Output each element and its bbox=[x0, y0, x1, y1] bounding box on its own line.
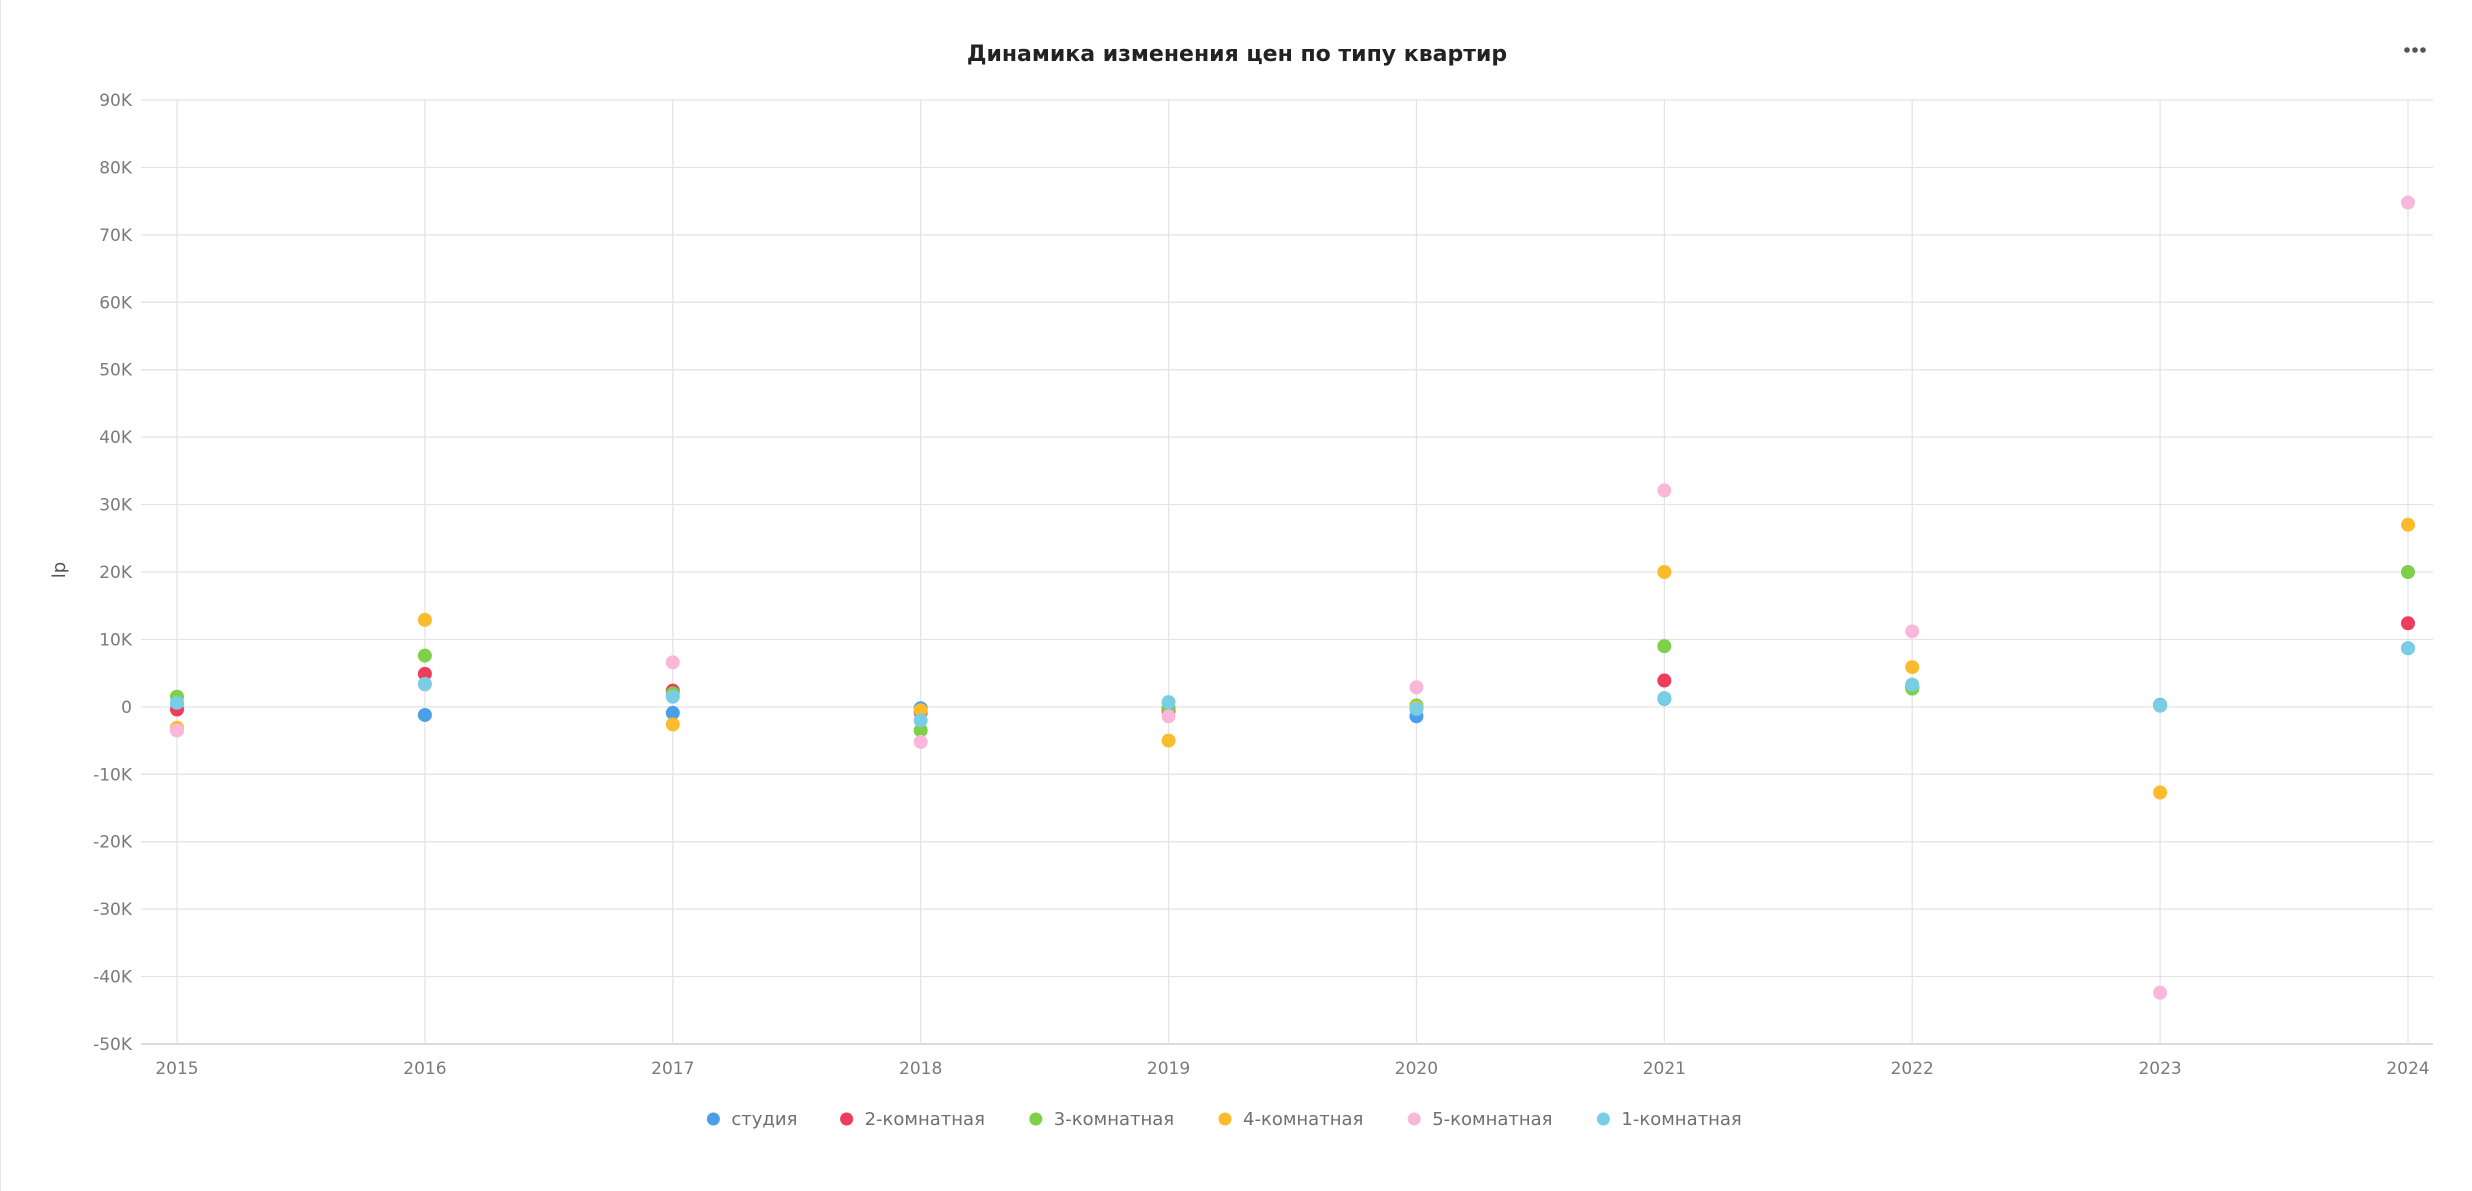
x-tick-label: 2019 bbox=[1147, 1059, 1190, 1079]
data-point[interactable] bbox=[1657, 673, 1672, 688]
legend-marker bbox=[1029, 1112, 1043, 1126]
legend-item[interactable]: 5-комнатная bbox=[1407, 1109, 1553, 1130]
legend-marker bbox=[706, 1112, 720, 1126]
x-axis: 2015 2016 2017 2018 2019 2020 2021 2022 2023 2024 bbox=[155, 1059, 2429, 1079]
chart-legend: студия 2-комнатная 3-комнатная 4-комнатная 5… bbox=[706, 1109, 1742, 1130]
legend-item[interactable]: студия bbox=[706, 1109, 798, 1130]
data-point[interactable] bbox=[1161, 709, 1176, 724]
data-point[interactable] bbox=[1657, 565, 1672, 579]
chart-title: Динамика изменения цен по типу квартир bbox=[967, 42, 1507, 67]
data-point[interactable] bbox=[170, 723, 184, 738]
legend-label: 3-комнатная bbox=[1054, 1109, 1174, 1130]
data-point[interactable] bbox=[913, 713, 928, 728]
data-point[interactable] bbox=[1905, 624, 1920, 639]
data-point[interactable] bbox=[1409, 680, 1424, 695]
series-2 bbox=[170, 616, 2415, 720]
x-tick-label: 2021 bbox=[1643, 1059, 1686, 1079]
y-tick-label: 80K bbox=[99, 158, 133, 178]
data-point[interactable] bbox=[2401, 517, 2415, 532]
x-tick-label: 2017 bbox=[651, 1059, 694, 1079]
data-point[interactable] bbox=[1657, 483, 1672, 498]
data-point[interactable] bbox=[417, 648, 432, 663]
y-tick-label: -30K bbox=[93, 900, 133, 920]
y-tick-label: 60K bbox=[99, 293, 133, 313]
legend-marker bbox=[1218, 1112, 1232, 1126]
data-point[interactable] bbox=[2401, 616, 2415, 631]
data-points bbox=[170, 195, 2415, 1000]
data-point[interactable] bbox=[2401, 641, 2415, 656]
data-point[interactable] bbox=[417, 666, 432, 681]
y-tick-label: 40K bbox=[99, 428, 133, 448]
data-point[interactable] bbox=[2153, 785, 2168, 800]
y-tick-label: -10K bbox=[93, 765, 133, 785]
legend-item[interactable]: 1-комнатная bbox=[1596, 1109, 1742, 1130]
chart-menu-button[interactable] bbox=[2399, 36, 2435, 64]
legend-item[interactable]: 4-комнатная bbox=[1218, 1109, 1364, 1130]
series-4 bbox=[170, 517, 2415, 800]
data-point[interactable] bbox=[1905, 677, 1920, 692]
y-tick-label: -20K bbox=[93, 833, 133, 853]
data-point[interactable] bbox=[2401, 565, 2415, 579]
legend-label: 4-комнатная bbox=[1243, 1109, 1363, 1130]
data-point[interactable] bbox=[665, 717, 680, 732]
data-point[interactable] bbox=[665, 655, 680, 670]
data-point[interactable] bbox=[170, 695, 184, 710]
data-point[interactable] bbox=[417, 707, 432, 722]
x-tick-label: 2020 bbox=[1395, 1059, 1438, 1079]
y-tick-label: 90K bbox=[99, 91, 133, 111]
data-point[interactable] bbox=[1657, 691, 1672, 706]
y-tick-label: -50K bbox=[93, 1035, 133, 1055]
legend-label: студия bbox=[731, 1109, 797, 1130]
data-point[interactable] bbox=[1905, 660, 1920, 675]
legend-marker bbox=[1596, 1112, 1610, 1126]
data-point[interactable] bbox=[665, 705, 680, 720]
x-tick-label: 2018 bbox=[899, 1059, 942, 1079]
legend-item[interactable]: 2-комнатная bbox=[840, 1109, 985, 1130]
y-tick-label: 50K bbox=[99, 361, 133, 381]
data-point[interactable] bbox=[2153, 698, 2168, 713]
data-point[interactable] bbox=[913, 723, 928, 738]
y-axis-title: lp bbox=[49, 562, 70, 578]
data-point[interactable] bbox=[1161, 695, 1176, 710]
series-6 bbox=[170, 641, 2415, 728]
x-tick-label: 2023 bbox=[2138, 1059, 2181, 1079]
legend-label: 2-комнатная bbox=[865, 1109, 985, 1130]
legend-label: 5-комнатная bbox=[1432, 1109, 1552, 1130]
data-point[interactable] bbox=[1409, 701, 1424, 716]
data-point[interactable] bbox=[417, 676, 432, 691]
data-point[interactable] bbox=[665, 689, 680, 704]
data-point[interactable] bbox=[1657, 639, 1672, 654]
data-point[interactable] bbox=[417, 612, 432, 627]
y-tick-label: 20K bbox=[99, 563, 133, 583]
legend-label: 1-комнатная bbox=[1621, 1109, 1741, 1130]
more-horizontal-icon bbox=[2404, 47, 2426, 53]
y-tick-label: -40K bbox=[93, 968, 133, 988]
x-tick-label: 2016 bbox=[403, 1059, 446, 1079]
legend-marker bbox=[1407, 1112, 1421, 1126]
series-1 bbox=[170, 641, 2415, 724]
y-tick-label: 30K bbox=[99, 496, 133, 516]
x-tick-label: 2015 bbox=[155, 1059, 198, 1079]
data-point[interactable] bbox=[913, 734, 928, 749]
series-3 bbox=[170, 565, 2415, 738]
data-point[interactable] bbox=[2401, 195, 2415, 210]
data-point[interactable] bbox=[2153, 985, 2168, 1000]
y-axis: -50K -40K -30K -20K -10K 0 10K 20K 30K 40K 50K 60K 7… bbox=[93, 91, 133, 1055]
legend-item[interactable]: 3-комнатная bbox=[1029, 1109, 1174, 1130]
y-tick-label: 10K bbox=[99, 630, 133, 650]
legend-marker bbox=[840, 1112, 854, 1126]
series-5 bbox=[170, 195, 2415, 1000]
x-tick-label: 2022 bbox=[1891, 1059, 1934, 1079]
y-tick-label: 0 bbox=[121, 698, 132, 718]
y-tick-label: 70K bbox=[99, 226, 133, 246]
data-point[interactable] bbox=[913, 703, 928, 718]
x-tick-label: 2024 bbox=[2386, 1059, 2429, 1079]
data-point[interactable] bbox=[1161, 733, 1176, 748]
plot-grid bbox=[141, 99, 2433, 1045]
